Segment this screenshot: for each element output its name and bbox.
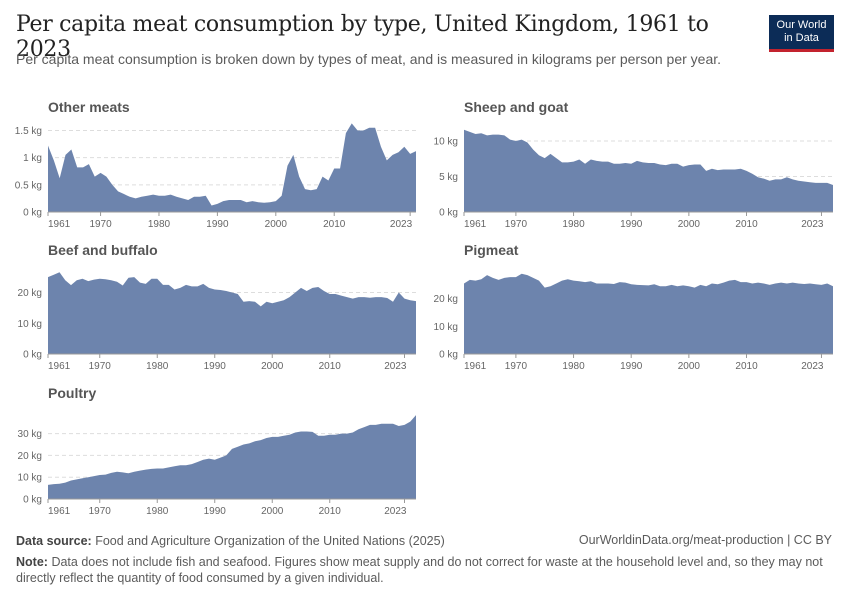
x-tick-label: 2023 <box>390 219 413 230</box>
x-tick-label: 1980 <box>148 219 171 230</box>
chart-title: Per capita meat consumption by type, Uni… <box>16 12 709 62</box>
x-tick-label: 1990 <box>620 219 643 230</box>
x-tick-label: 1961 <box>48 219 71 230</box>
x-tick-label: 2010 <box>323 219 346 230</box>
x-tick-label: 2000 <box>261 506 284 517</box>
y-tick-label: 1 kg <box>23 153 42 164</box>
x-tick-label: 1970 <box>89 219 112 230</box>
y-tick-label: 5 kg <box>439 172 458 183</box>
x-tick-label: 1980 <box>146 361 169 372</box>
y-tick-label: 10 kg <box>18 319 42 330</box>
area-series <box>464 273 833 354</box>
x-tick-label: 1990 <box>204 506 227 517</box>
x-tick-label: 1970 <box>505 361 528 372</box>
y-tick-label: 0 kg <box>23 495 42 506</box>
chart-subtitle: Per capita meat consumption is broken do… <box>16 51 722 67</box>
x-tick-label: 2000 <box>261 361 284 372</box>
x-tick-label: 2010 <box>735 219 758 230</box>
y-tick-label: 0 kg <box>439 208 458 219</box>
x-tick-label: 1961 <box>48 506 71 517</box>
panel-title: Other meats <box>48 99 130 115</box>
x-tick-label: 1970 <box>505 219 528 230</box>
attribution-link[interactable]: OurWorldinData.org/meat-production | CC … <box>578 533 832 547</box>
panel-title: Sheep and goat <box>464 99 569 115</box>
owid-logo[interactable]: Our World in Data <box>769 15 834 52</box>
x-tick-label: 2000 <box>678 219 701 230</box>
y-tick-label: 0 kg <box>439 350 458 361</box>
small-multiples-chart: Other meats 0 kg 0.5 kg 1 kg 1.5 kg 1961 1970 1… <box>15 99 833 517</box>
x-tick-label: 2023 <box>801 219 824 230</box>
note-text: Data does not include fish and seafood. … <box>16 555 823 585</box>
y-tick-label: 20 kg <box>18 451 42 462</box>
y-tick-label: 10 kg <box>434 322 458 333</box>
y-tick-label: 0 kg <box>23 208 42 219</box>
area-series <box>464 129 833 212</box>
y-tick-label: 0 kg <box>23 350 42 361</box>
y-tick-label: 30 kg <box>18 429 42 440</box>
x-tick-label: 1980 <box>562 219 585 230</box>
x-tick-label: 2023 <box>384 361 407 372</box>
x-tick-label: 1990 <box>204 361 227 372</box>
source-label: Data source: <box>16 534 92 548</box>
logo-line-1: Our World <box>776 19 827 31</box>
x-tick-label: 2010 <box>735 361 758 372</box>
y-tick-label: 10 kg <box>18 473 42 484</box>
area-series <box>48 272 416 354</box>
x-tick-label: 1980 <box>562 361 585 372</box>
x-tick-label: 1970 <box>89 506 112 517</box>
x-tick-label: 1961 <box>48 361 71 372</box>
logo-line-2: in Data <box>784 32 819 44</box>
x-tick-label: 1970 <box>89 361 112 372</box>
x-tick-label: 1990 <box>206 219 229 230</box>
data-source: Data source: Food and Agriculture Organi… <box>16 533 445 549</box>
x-tick-label: 2000 <box>265 219 288 230</box>
x-tick-label: 1990 <box>620 361 643 372</box>
area-series <box>48 123 416 212</box>
y-tick-label: 20 kg <box>18 288 42 299</box>
x-tick-label: 2023 <box>801 361 824 372</box>
footnote: Note: Data does not include fish and sea… <box>16 554 826 586</box>
x-tick-label: 1961 <box>464 361 487 372</box>
y-tick-label: 20 kg <box>434 294 458 305</box>
panel-title: Beef and buffalo <box>48 242 158 258</box>
y-tick-label: 10 kg <box>434 137 458 148</box>
panel-title: Pigmeat <box>464 242 519 258</box>
x-tick-label: 2010 <box>319 361 342 372</box>
y-tick-label: 1.5 kg <box>15 126 42 137</box>
note-label: Note: <box>16 555 48 569</box>
x-tick-label: 2000 <box>678 361 701 372</box>
y-tick-label: 0.5 kg <box>15 180 42 191</box>
x-tick-label: 1961 <box>464 219 487 230</box>
source-text[interactable]: Food and Agriculture Organization of the… <box>95 534 445 548</box>
area-series <box>48 415 416 499</box>
panel-title: Poultry <box>48 385 96 401</box>
x-tick-label: 2010 <box>319 506 342 517</box>
x-tick-label: 2023 <box>384 506 407 517</box>
x-tick-label: 1980 <box>146 506 169 517</box>
